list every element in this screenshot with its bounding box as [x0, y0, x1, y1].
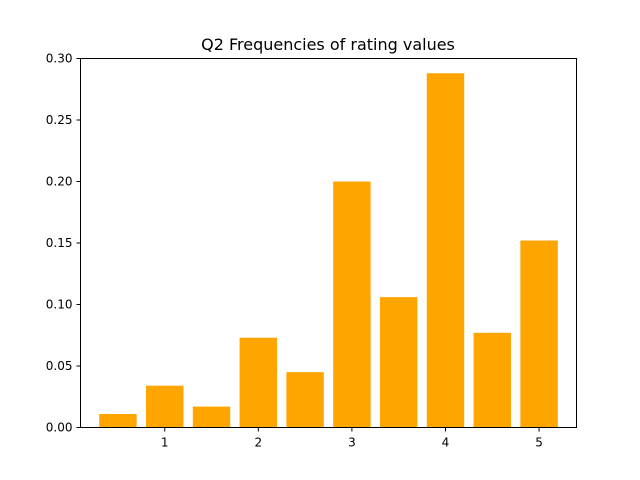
bar-10: [520, 240, 558, 428]
x-tick-label: 2: [254, 436, 262, 450]
y-tick-label: 0.10: [46, 298, 73, 312]
y-axis: 0.00 0.05 0.10 0.15 0.20 0.25 0.30: [46, 52, 81, 435]
bar-1: [99, 413, 137, 428]
y-tick-label: 0.20: [46, 175, 73, 189]
y-tick-label: 0.05: [46, 359, 73, 373]
x-tick-label: 3: [348, 436, 356, 450]
bar-7: [379, 297, 418, 428]
y-tick-label: 0.25: [46, 113, 73, 127]
bars-group: [99, 73, 558, 428]
plot-frame: [80, 58, 577, 428]
x-tick-label: 1: [161, 436, 169, 450]
y-tick-label: 0.15: [46, 236, 73, 250]
y-tick-label: 0.00: [46, 421, 73, 435]
chart-title: Q2 Frequencies of rating values: [201, 35, 455, 54]
bar-8: [426, 73, 465, 428]
bar-6: [333, 181, 371, 428]
x-tick-label: 4: [442, 436, 450, 450]
bar-9: [473, 332, 511, 428]
x-axis: 1 2 3 4 5: [161, 427, 543, 450]
x-tick-label: 5: [535, 436, 543, 450]
bar-4: [239, 337, 278, 428]
bar-2: [146, 385, 184, 428]
y-tick-label: 0.30: [46, 52, 73, 66]
bar-3: [192, 406, 231, 428]
bar-5: [286, 372, 324, 428]
